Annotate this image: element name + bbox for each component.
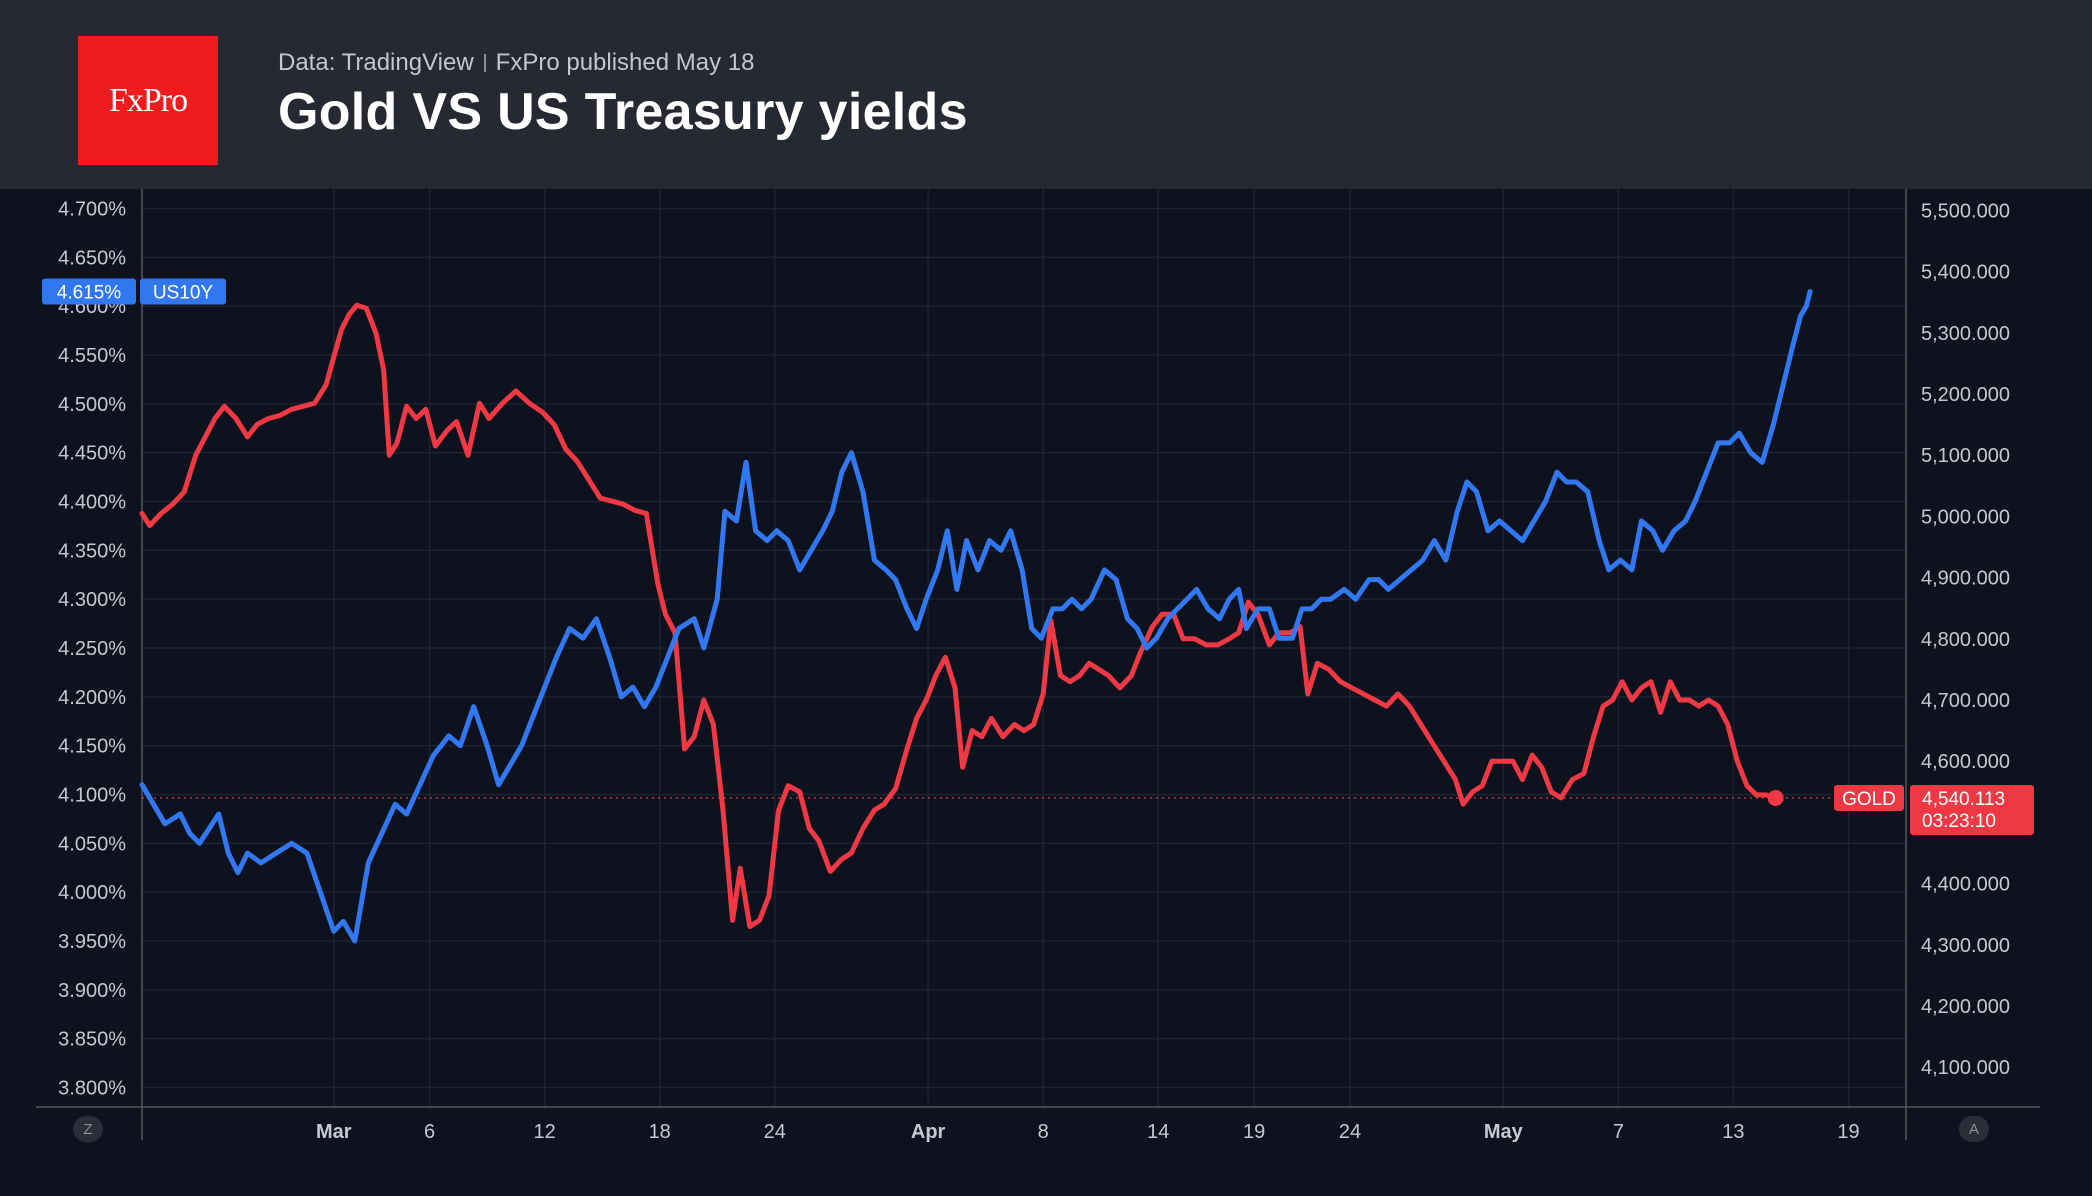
left-tick-label: 4.500% — [58, 394, 126, 416]
left-tick-label: 4.550% — [58, 345, 126, 367]
left-tick-label: 4.250% — [58, 638, 126, 660]
right-axis-ticks: 5,500.000 5,400.000 5,300.000 5,200.000 5,10… — [1921, 200, 2010, 1079]
x-tick-label: 18 — [649, 1121, 671, 1143]
us10y-value-badge — [42, 278, 136, 305]
left-tick-label: 4.050% — [58, 833, 126, 855]
right-tick-label: 4,600.000 — [1921, 751, 2010, 773]
right-tick-label: 4,900.000 — [1921, 568, 2010, 590]
left-tick-label: 4.150% — [58, 736, 126, 758]
left-axis-ticks: 4.700%4.650%4.600%4.550%4.500%4.450%4.40… — [58, 199, 126, 1100]
data-source-label: Data: TradingView — [278, 49, 474, 76]
x-tick-label: 13 — [1722, 1121, 1744, 1143]
x-tick-label: 7 — [1613, 1121, 1624, 1143]
gold-value-text: 4,540.113 — [1922, 789, 2005, 810]
right-tick-label: 4,800.000 — [1921, 629, 2010, 651]
left-tick-label: 3.800% — [58, 1077, 126, 1099]
left-tick-label: 4.200% — [58, 687, 126, 709]
left-tick-label: 4.650% — [58, 247, 126, 269]
x-axis-ticks: Mar 6 12 18 24 Apr 8 14 19 24 May 7 13 19 — [316, 1121, 1860, 1143]
left-tick-label: 4.000% — [58, 882, 126, 904]
gold-name-text: GOLD — [1842, 789, 1896, 810]
right-tick-label: 4,100.000 — [1921, 1057, 2010, 1079]
right-tick-label: 5,400.000 — [1921, 262, 2010, 284]
right-tick-label: 4,400.000 — [1921, 874, 2010, 896]
left-tick-label: 4.350% — [58, 540, 126, 562]
left-tick-label: 4.700% — [58, 199, 126, 221]
us10y-name-badge — [140, 278, 226, 305]
left-tick-label: 3.950% — [58, 931, 126, 953]
x-tick-label: 6 — [424, 1121, 435, 1143]
right-tick-label: 5,100.000 — [1921, 445, 2010, 467]
right-tick-label: 5,200.000 — [1921, 384, 2010, 406]
left-tick-label: 3.850% — [58, 1029, 126, 1051]
x-tick-label: 14 — [1147, 1121, 1169, 1143]
right-tick-label: 5,000.000 — [1921, 506, 2010, 528]
gold-name-badge — [1834, 784, 1904, 811]
x-tick-label: Apr — [911, 1121, 946, 1143]
left-tick-label: 4.400% — [58, 492, 126, 514]
x-tick-label: 12 — [534, 1121, 556, 1143]
right-tick-label: 5,500.000 — [1921, 200, 2010, 222]
chart-grid — [142, 189, 1906, 1107]
publisher-label: FxPro published May 18 — [495, 49, 755, 76]
us10y-name-text: US10Y — [153, 283, 214, 304]
left-tick-label: 4.100% — [58, 784, 126, 806]
x-tick-label: 24 — [1339, 1121, 1361, 1143]
fxpro-logo: FxPro — [78, 36, 218, 165]
us10y-value-text: 4.615% — [57, 283, 122, 304]
left-tick-label: 4.300% — [58, 589, 126, 611]
series-lines — [139, 289, 1906, 944]
chart-subtitle: Data: TradingView FxPro published May 18 — [278, 49, 754, 77]
gold-countdown-text: 03:23:10 — [1922, 811, 1996, 832]
left-tick-label: 4.450% — [58, 443, 126, 465]
us10y-series-line — [139, 289, 1813, 944]
separator — [483, 54, 486, 72]
right-tick-label: 4,300.000 — [1921, 935, 2010, 957]
x-tick-label: 24 — [764, 1121, 786, 1143]
gold-series-line — [139, 302, 1779, 929]
right-tick-label: 4,700.000 — [1921, 690, 2010, 712]
x-tick-label: Mar — [316, 1121, 352, 1143]
gold-last-point — [1767, 789, 1784, 806]
right-corner-button[interactable]: A — [1959, 1116, 1989, 1142]
chart-header: FxPro Data: TradingView FxPro published … — [0, 0, 2092, 189]
logo-text: FxPro — [108, 81, 188, 119]
right-tick-label: 4,200.000 — [1921, 996, 2010, 1018]
right-tick-label: 5,300.000 — [1921, 323, 2010, 345]
x-tick-label: 8 — [1038, 1121, 1049, 1143]
left-corner-button[interactable]: Z — [73, 1116, 103, 1142]
gold-value-badge — [1910, 784, 2034, 835]
chart-title: Gold VS US Treasury yields — [278, 83, 968, 141]
left-tick-label: 3.900% — [58, 980, 126, 1002]
x-tick-label: May — [1484, 1121, 1524, 1143]
chart-axes — [36, 189, 2040, 1140]
x-tick-label: 19 — [1243, 1121, 1265, 1143]
x-tick-label: 19 — [1837, 1121, 1859, 1143]
